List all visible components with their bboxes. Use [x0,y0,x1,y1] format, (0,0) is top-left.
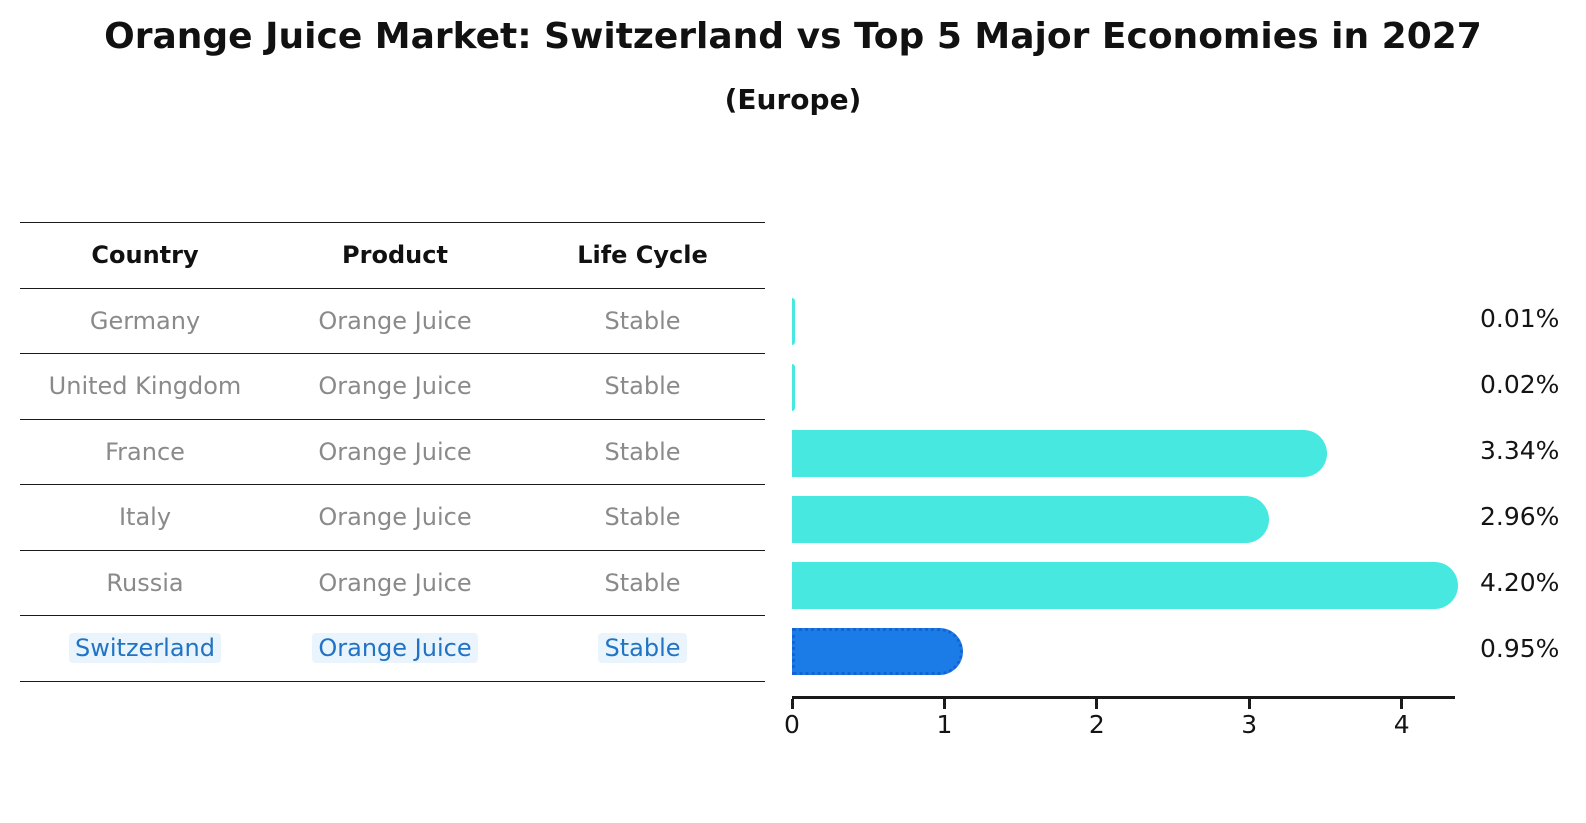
legend-table: Country Product Life Cycle Germany Orang… [20,222,765,682]
x-tick-label-3: 3 [1241,710,1258,739]
table-body: Germany Orange Juice Stable United Kingd… [20,289,765,682]
x-tick-mark-4 [1400,699,1404,709]
table-cell-product: Orange Juice [270,633,520,664]
table-cell-lifecycle: Stable [604,372,681,401]
table-cell-product: Orange Juice [318,568,472,597]
bar-switzerland [792,627,963,675]
table-cell-product: Orange Juice [318,503,472,532]
table-cell-product: Orange Juice [318,372,472,401]
table-row: France Orange Juice Stable [20,420,765,485]
x-tick-mark-3 [1247,699,1251,709]
x-axis-line [792,696,1455,699]
x-tick-mark-0 [790,699,794,709]
table-header-row: Country Product Life Cycle [20,222,765,289]
table-header-country: Country [91,241,199,270]
bar-russia [792,561,1459,609]
x-tick-label-0: 0 [784,710,800,739]
table-cell-country: Italy [118,503,172,532]
table-row: Italy Orange Juice Stable [20,485,765,551]
table-row: Russia Orange Juice Stable [20,551,765,616]
table-cell-country: Russia [106,568,184,597]
value-label-germany: 0.01% [1480,304,1560,333]
value-label-united-kingdom: 0.02% [1480,370,1560,399]
chart-title: Orange Juice Market: Switzerland vs Top … [104,16,1482,57]
chart-subtitle: (Europe) [724,83,862,116]
bar-germany [792,297,795,345]
table-cell-product: Orange Juice [318,306,472,335]
bar-italy [792,495,1270,543]
table-header-lifecycle: Life Cycle [577,241,708,270]
table-cell-lifecycle: Stable [604,568,681,597]
table-row: United Kingdom Orange Juice Stable [20,354,765,420]
table-cell-country: France [105,437,185,466]
table-cell-country: United Kingdom [48,372,242,401]
table-row: Switzerland Orange Juice Stable [20,616,765,682]
table-cell-lifecycle: Stable [604,503,681,532]
x-tick-label-2: 2 [1088,710,1105,739]
bar-france [792,429,1328,477]
bar-united-kingdom [792,363,796,411]
table-cell-product: Orange Juice [318,437,472,466]
value-label-france: 3.34% [1480,436,1560,465]
table-cell-country: Germany [89,306,201,335]
value-label-italy: 2.96% [1480,502,1560,531]
table-cell-lifecycle: Stable [520,633,765,664]
table-header-product: Product [342,241,448,270]
table-row: Germany Orange Juice Stable [20,289,765,354]
x-tick-label-4: 4 [1393,710,1410,739]
value-label-russia: 4.20% [1480,568,1560,597]
table-cell-lifecycle: Stable [604,437,681,466]
x-tick-mark-2 [1095,699,1099,709]
x-tick-mark-1 [942,699,946,709]
x-tick-label-1: 1 [936,710,953,739]
value-label-switzerland: 0.95% [1480,634,1560,663]
table-cell-lifecycle: Stable [604,306,681,335]
table-cell-country: Switzerland [20,633,270,664]
